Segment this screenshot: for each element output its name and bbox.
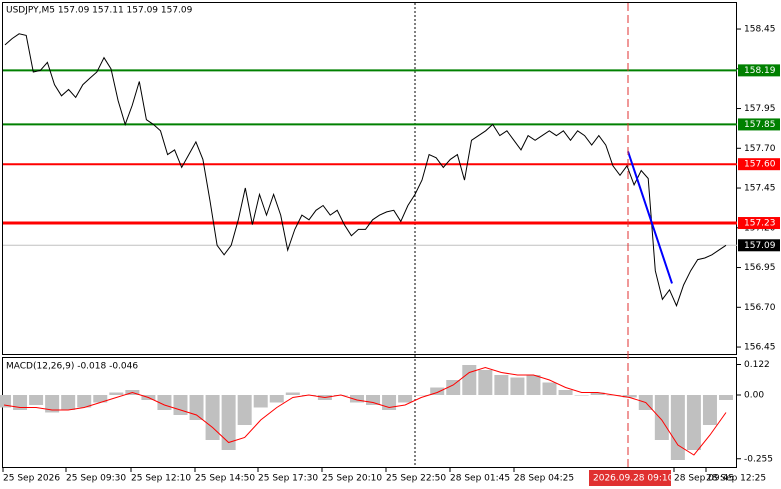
level-label-bg [738, 118, 780, 131]
macd-bar [189, 395, 204, 420]
y-tick-label: 0.122 [744, 360, 770, 370]
macd-bar [253, 395, 268, 408]
level-label: 157.85 [744, 120, 776, 130]
macd-bar [654, 395, 669, 440]
price-title: USDJPY,M5 157.09 157.11 157.09 157.09 [6, 6, 193, 16]
macd-bar [446, 380, 461, 395]
x-tick-label: 25 Sep 09:30 [66, 474, 126, 484]
macd-bar [398, 395, 413, 403]
macd-bar [590, 392, 605, 395]
macd-bar [462, 365, 477, 395]
macd-bar [269, 395, 284, 403]
macd-bar [366, 395, 381, 405]
macd-bar [670, 395, 685, 460]
macd-bar [414, 395, 429, 396]
macd-bar [719, 395, 733, 400]
macd-bar [61, 395, 76, 410]
level-label-bg [738, 64, 780, 77]
x-tick-label: 25 Sep 17:30 [258, 474, 318, 484]
y-tick-label: 156.95 [744, 263, 776, 273]
x-tick-label: 28 Sep 04:25 [514, 474, 574, 484]
price-line [4, 33, 727, 308]
y-tick-label: 0.00 [744, 391, 764, 401]
macd-bar [686, 395, 701, 450]
level-label-bg [738, 239, 780, 252]
x-tick-label: 25 Sep 2026 [3, 474, 60, 484]
signal-line [3, 366, 727, 456]
macd-bar [237, 395, 252, 425]
macd-bar [221, 395, 236, 450]
x-tick-label: 25 Sep 14:50 [195, 474, 255, 484]
y-tick-label: 157.95 [744, 104, 776, 114]
x-tick-label: 25 Sep 22:50 [386, 474, 446, 484]
macd-bar [285, 392, 300, 395]
macd-bar [109, 392, 124, 395]
macd-bar [13, 395, 28, 410]
macd-title: MACD(12,26,9) -0.018 -0.046 [6, 362, 138, 372]
x-tick-label: 25 Sep 12:10 [131, 474, 191, 484]
macd-bar [622, 395, 637, 398]
macd-panel [2, 357, 737, 468]
macd-bar [29, 395, 44, 405]
y-tick-label: 156.70 [744, 303, 776, 313]
y-tick-label: -0.255 [744, 454, 773, 464]
macd-bar [77, 395, 92, 408]
macd-bar [93, 395, 108, 403]
macd-bar [510, 377, 525, 395]
cursor-label: 2026.09.28 09:10 [593, 474, 674, 484]
y-tick-label: 157.45 [744, 184, 776, 194]
macd-bar [478, 370, 493, 395]
macd-bar [45, 395, 60, 413]
macd-bar [0, 395, 11, 408]
level-label-bg [738, 217, 780, 230]
x-tick-label: 28 Sep 01:45 [450, 474, 510, 484]
x-tick-label: 25 Sep 20:10 [322, 474, 382, 484]
y-tick-label: 156.45 [744, 343, 776, 353]
trendline [627, 151, 673, 284]
level-label: 157.60 [744, 160, 776, 170]
level-label: 157.23 [744, 219, 776, 229]
macd-bar [430, 387, 445, 395]
macd-bar [349, 395, 364, 403]
y-tick-label: 158.45 [744, 25, 776, 35]
macd-bar [173, 395, 188, 415]
macd-bar [526, 375, 541, 395]
level-label: 157.09 [744, 241, 776, 251]
y-tick-label: 157.70 [744, 144, 776, 154]
macd-bar [542, 382, 557, 395]
level-label: 158.19 [744, 66, 776, 76]
macd-bar [494, 375, 509, 395]
macd-bar [702, 395, 717, 425]
price-panel [2, 2, 737, 355]
x-tick-label: 28 Sep 09:45 [674, 474, 734, 484]
cursor-label-bg [589, 470, 671, 486]
macd-bar [574, 395, 589, 396]
macd-bar [558, 390, 573, 395]
level-label-bg [738, 158, 780, 171]
x-tick-label: 28 Sep 12:25 [706, 474, 766, 484]
macd-bar [205, 395, 220, 440]
